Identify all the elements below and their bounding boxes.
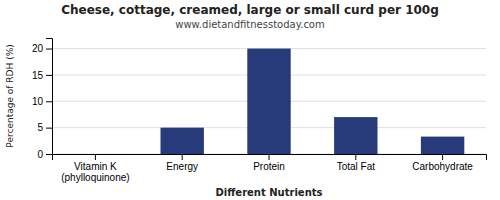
tick: Protein <box>253 154 285 172</box>
axis-line <box>46 39 53 155</box>
tick-mark <box>46 154 52 155</box>
bar <box>247 49 290 154</box>
tick: 0 <box>37 149 52 160</box>
tick-mark <box>46 101 52 102</box>
bar <box>334 117 377 154</box>
title: Cheese, cottage, creamed, large or small… <box>61 3 439 17</box>
tick: 10 <box>32 96 52 107</box>
tick-label: Vitamin K(phylloquinone) <box>61 161 129 183</box>
bars <box>161 49 465 154</box>
tick-mark <box>442 154 443 160</box>
tick-mark <box>46 49 52 50</box>
bar <box>161 128 204 154</box>
tick-label: Protein <box>253 161 285 172</box>
tick: Vitamin K(phylloquinone) <box>61 154 129 183</box>
tick: 15 <box>32 70 52 81</box>
tick-label: 10 <box>32 96 44 107</box>
tick: Total Fat <box>337 154 376 172</box>
x-axis: Vitamin K(phylloquinone) Energy Protein Tot… <box>53 154 487 183</box>
grid <box>52 49 486 154</box>
tick-label: Carbohydrate <box>412 161 473 172</box>
tick-label: Total Fat <box>337 161 376 172</box>
tick: Carbohydrate <box>412 154 473 172</box>
y-axis: 0 5 10 15 20 <box>32 39 53 160</box>
tick: 20 <box>32 43 52 54</box>
tick-mark <box>46 128 52 129</box>
x-axis-title: Different Nutrients <box>216 187 323 198</box>
plot: 0 5 10 15 20 Vitamin K(phylloquinone) Energy Pr… <box>32 39 487 184</box>
tick: 5 <box>37 122 52 133</box>
tick-label: 5 <box>37 122 43 133</box>
tick-mark <box>46 75 52 76</box>
chart: Cheese, cottage, creamed, large or small… <box>0 0 500 200</box>
tick: Energy <box>166 154 198 172</box>
axis-line <box>53 155 487 161</box>
tick-label: 0 <box>37 149 43 160</box>
tick-label: 15 <box>32 70 44 81</box>
tick-label: 20 <box>32 43 44 54</box>
subtitle: www.dietandfitnesstoday.com <box>175 19 324 30</box>
tick-label: Energy <box>166 161 198 172</box>
tick-mark <box>269 154 270 160</box>
bar <box>74 154 117 155</box>
bar <box>421 137 464 154</box>
tick-mark <box>95 154 96 160</box>
tick-mark <box>182 154 183 160</box>
tick-mark <box>355 154 356 160</box>
y-axis-title: Percentage of RDH (%) <box>5 44 15 147</box>
